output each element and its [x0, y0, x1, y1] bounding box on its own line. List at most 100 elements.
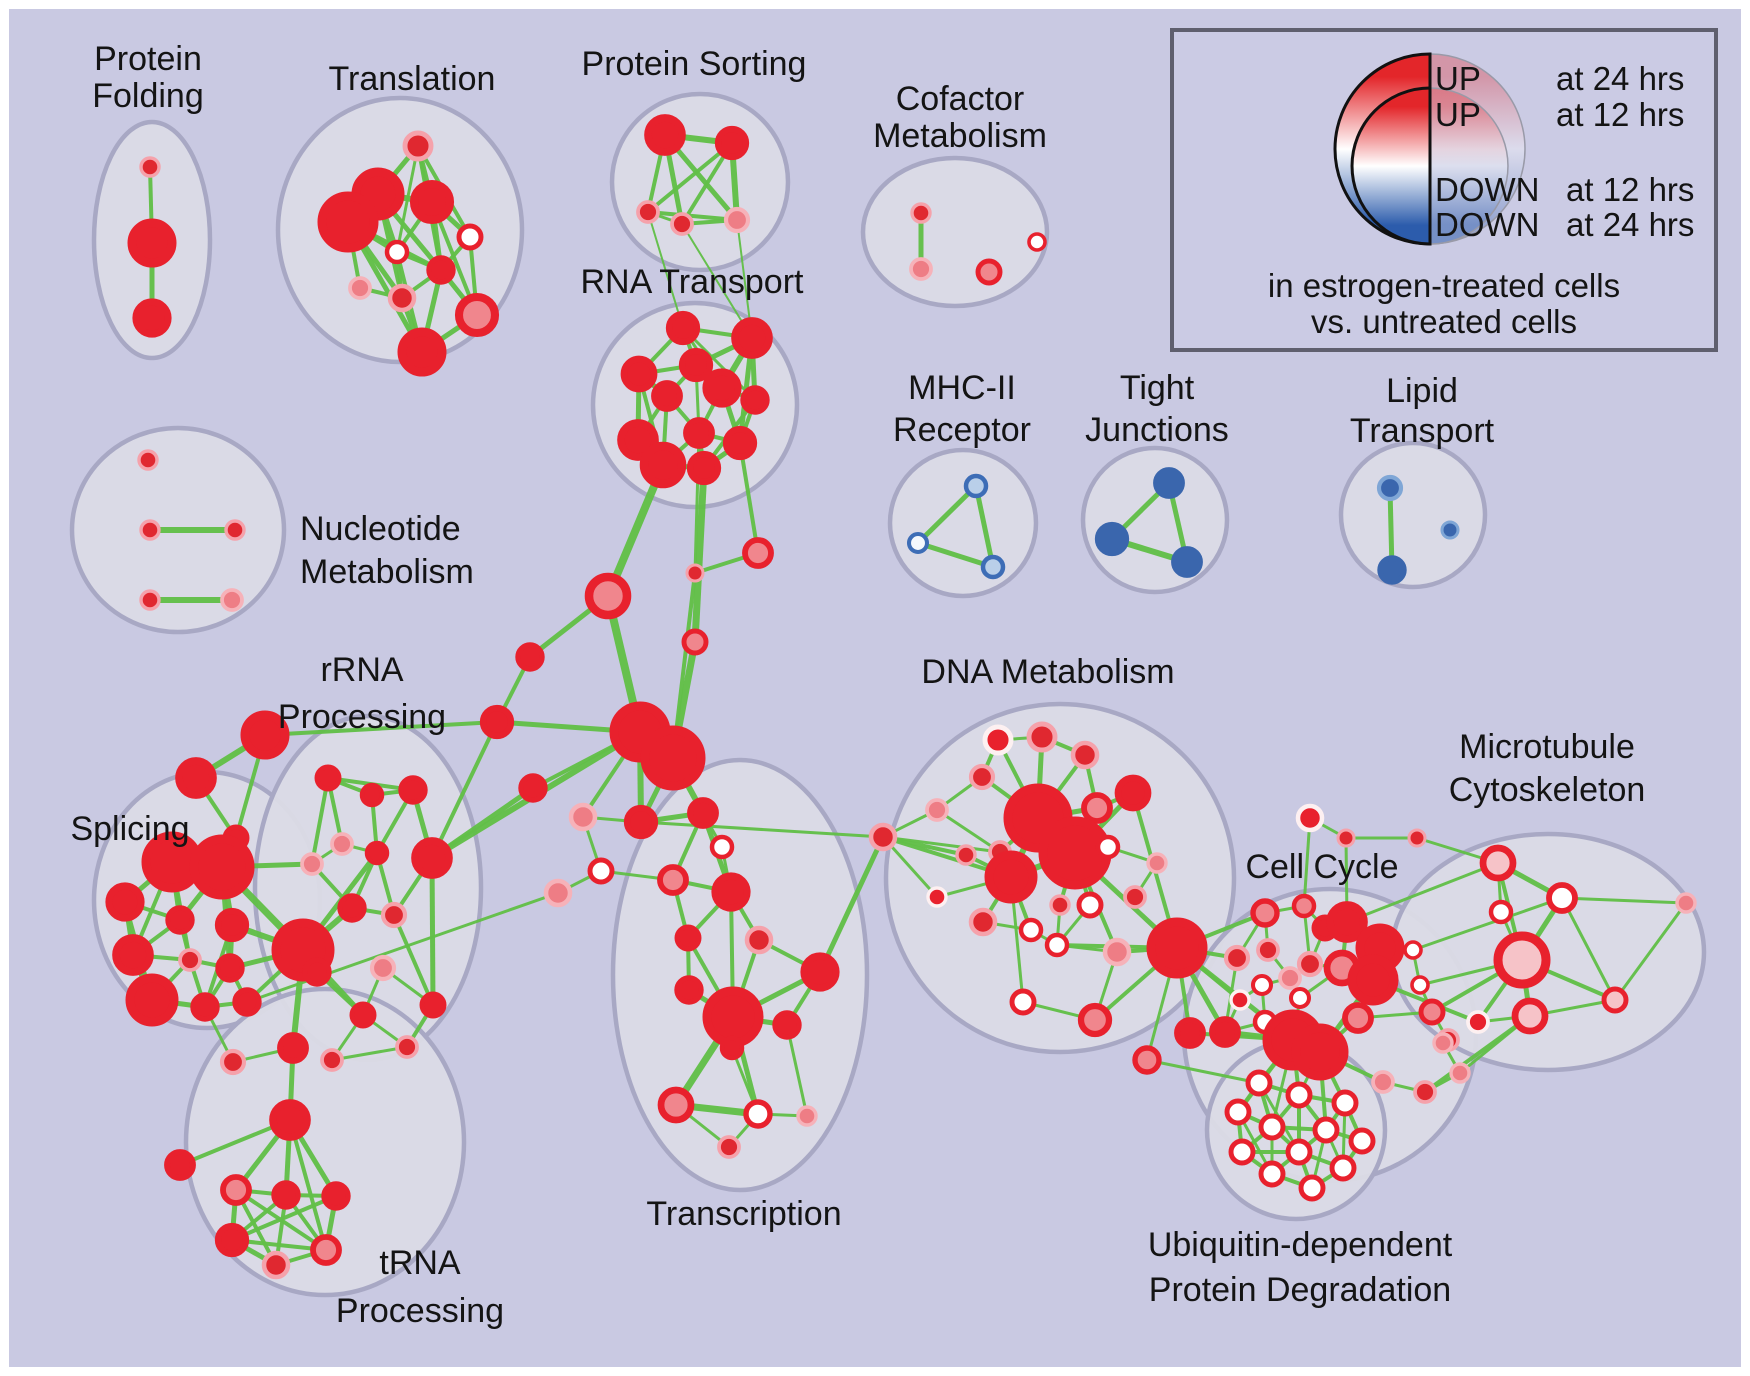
network-node-lt0 — [1376, 474, 1404, 502]
network-node-mc6 — [1675, 892, 1697, 914]
network-node-rr13 — [419, 991, 447, 1019]
network-node-tr9 — [454, 292, 500, 338]
cluster-label-lipid-transport: Lipid — [1386, 372, 1458, 410]
network-node-sp4 — [214, 907, 250, 943]
network-node-rr4 — [300, 852, 324, 876]
network-node-rr10 — [302, 957, 332, 987]
network-node-cc1 — [1291, 893, 1317, 919]
network-node-tj0 — [1153, 467, 1185, 499]
network-node-cc15 — [1209, 1016, 1241, 1048]
network-edge — [392, 914, 435, 1006]
network-node-cc17 — [1291, 1023, 1349, 1081]
network-node-tn_a — [277, 1032, 309, 1064]
network-edge — [264, 720, 498, 737]
network-node-sp1 — [189, 834, 255, 900]
cluster-label-microtubule-cytoskeleton: Cytoskeleton — [1449, 771, 1646, 809]
cluster-label-lipid-transport: Transport — [1350, 412, 1495, 450]
network-edge — [1346, 861, 1499, 924]
network-node-ps2 — [636, 200, 660, 224]
network-node-dm10 — [955, 844, 977, 866]
network-node-nc — [587, 857, 615, 885]
network-node-tn5 — [261, 1250, 291, 1280]
network-node-fr1 — [1413, 1080, 1437, 1104]
cluster-label-cofactor-metabolism: Cofactor — [896, 80, 1025, 118]
network-node-cc23 — [1295, 803, 1325, 833]
network-edge — [288, 1119, 328, 1251]
network-node-rt8 — [617, 419, 659, 461]
legend-direction-2: DOWN — [1435, 171, 1539, 208]
network-edge — [331, 1045, 408, 1062]
network-node-nm4 — [220, 588, 244, 612]
network-node-dm13 — [1146, 852, 1168, 874]
network-node-tx12 — [657, 1086, 695, 1124]
network-node-rr6 — [411, 837, 453, 879]
network-edge — [917, 540, 994, 570]
network-node-br3 — [681, 628, 709, 656]
network-node-rr8 — [337, 893, 367, 923]
network-node-dm2 — [1070, 740, 1100, 770]
network-edge — [604, 463, 667, 598]
network-node-fr0 — [1371, 1070, 1395, 1094]
network-node-rr2 — [398, 775, 428, 805]
network-node-dm12 — [984, 850, 1038, 904]
network-node-cc10 — [1278, 966, 1302, 990]
network-node-rt7 — [683, 417, 715, 449]
cluster-label-mhc-ii-receptor: MHC-II — [908, 369, 1016, 407]
cluster-protein-sorting — [609, 91, 791, 273]
network-edge — [640, 820, 884, 839]
network-edge — [1412, 896, 1563, 952]
network-node-pf1 — [127, 218, 177, 268]
network-node-rr14 — [395, 1035, 419, 1059]
network-node-tr5 — [384, 239, 410, 265]
network-node-mcb0 — [1466, 1010, 1490, 1034]
network-node-br0 — [584, 572, 632, 620]
network-node-sp5 — [112, 934, 154, 976]
network-node-sp7 — [215, 953, 245, 983]
cluster-label-protein-folding: Protein — [94, 40, 202, 78]
network-node-ub5 — [1312, 1116, 1340, 1144]
network-node-mc2 — [1488, 899, 1514, 925]
network-node-dm21 — [1076, 891, 1104, 919]
cluster-label-cell-cycle: Cell Cycle — [1245, 848, 1398, 886]
legend-caption-0: in estrogen-treated cells — [1268, 267, 1620, 304]
network-node-rt10 — [639, 441, 687, 489]
network-node-cm1 — [909, 257, 933, 281]
network-edge — [1613, 902, 1688, 1001]
network-node-ps1 — [714, 125, 750, 161]
network-node-ub3 — [1224, 1098, 1252, 1126]
network-node-cc21 — [1418, 998, 1446, 1026]
network-node-dm20 — [1123, 885, 1147, 909]
network-node-sp6 — [178, 948, 202, 972]
network-node-tx13 — [743, 1099, 773, 1129]
cluster-label-protein-sorting: Protein Sorting — [582, 45, 807, 83]
network-node-cm3 — [1027, 232, 1047, 252]
network-node-ub1 — [1285, 1081, 1313, 1109]
cluster-label-microtubule-cytoskeleton: Microtubule — [1459, 728, 1635, 766]
network-node-cc19 — [1403, 940, 1423, 960]
network-node-cc7 — [1347, 954, 1399, 1006]
cluster-label-trna-processing: tRNA — [379, 1244, 461, 1282]
network-edge — [973, 485, 996, 568]
network-edge — [647, 210, 738, 222]
legend-direction-3: DOWN — [1435, 206, 1539, 243]
network-node-rt11 — [686, 450, 722, 486]
network-node-nm0 — [137, 449, 159, 471]
network-edge — [817, 835, 886, 974]
network-node-tn_b — [219, 1048, 247, 1076]
network-node-ub8 — [1285, 1138, 1313, 1166]
network-node-ps4 — [723, 206, 751, 234]
network-node-tj1 — [1094, 521, 1130, 557]
network-node-tr8 — [387, 283, 417, 313]
network-node-ub9 — [1258, 1160, 1286, 1188]
network-node-ch1 — [479, 704, 515, 740]
cluster-tight-junctions — [1080, 445, 1230, 595]
network-node-tx8 — [674, 975, 704, 1005]
network-edge — [310, 777, 330, 865]
network-node-cc25 — [1407, 828, 1427, 848]
cluster-lipid-transport — [1338, 440, 1488, 590]
legend: UP at 24 hrs UP at 12 hrs DOWN at 12 hrs DOWN a… — [1170, 28, 1718, 352]
network-node-tx10 — [772, 1010, 802, 1040]
legend-caption-1: vs. untreated cells — [1311, 303, 1577, 340]
network-edge — [1560, 897, 1617, 1001]
